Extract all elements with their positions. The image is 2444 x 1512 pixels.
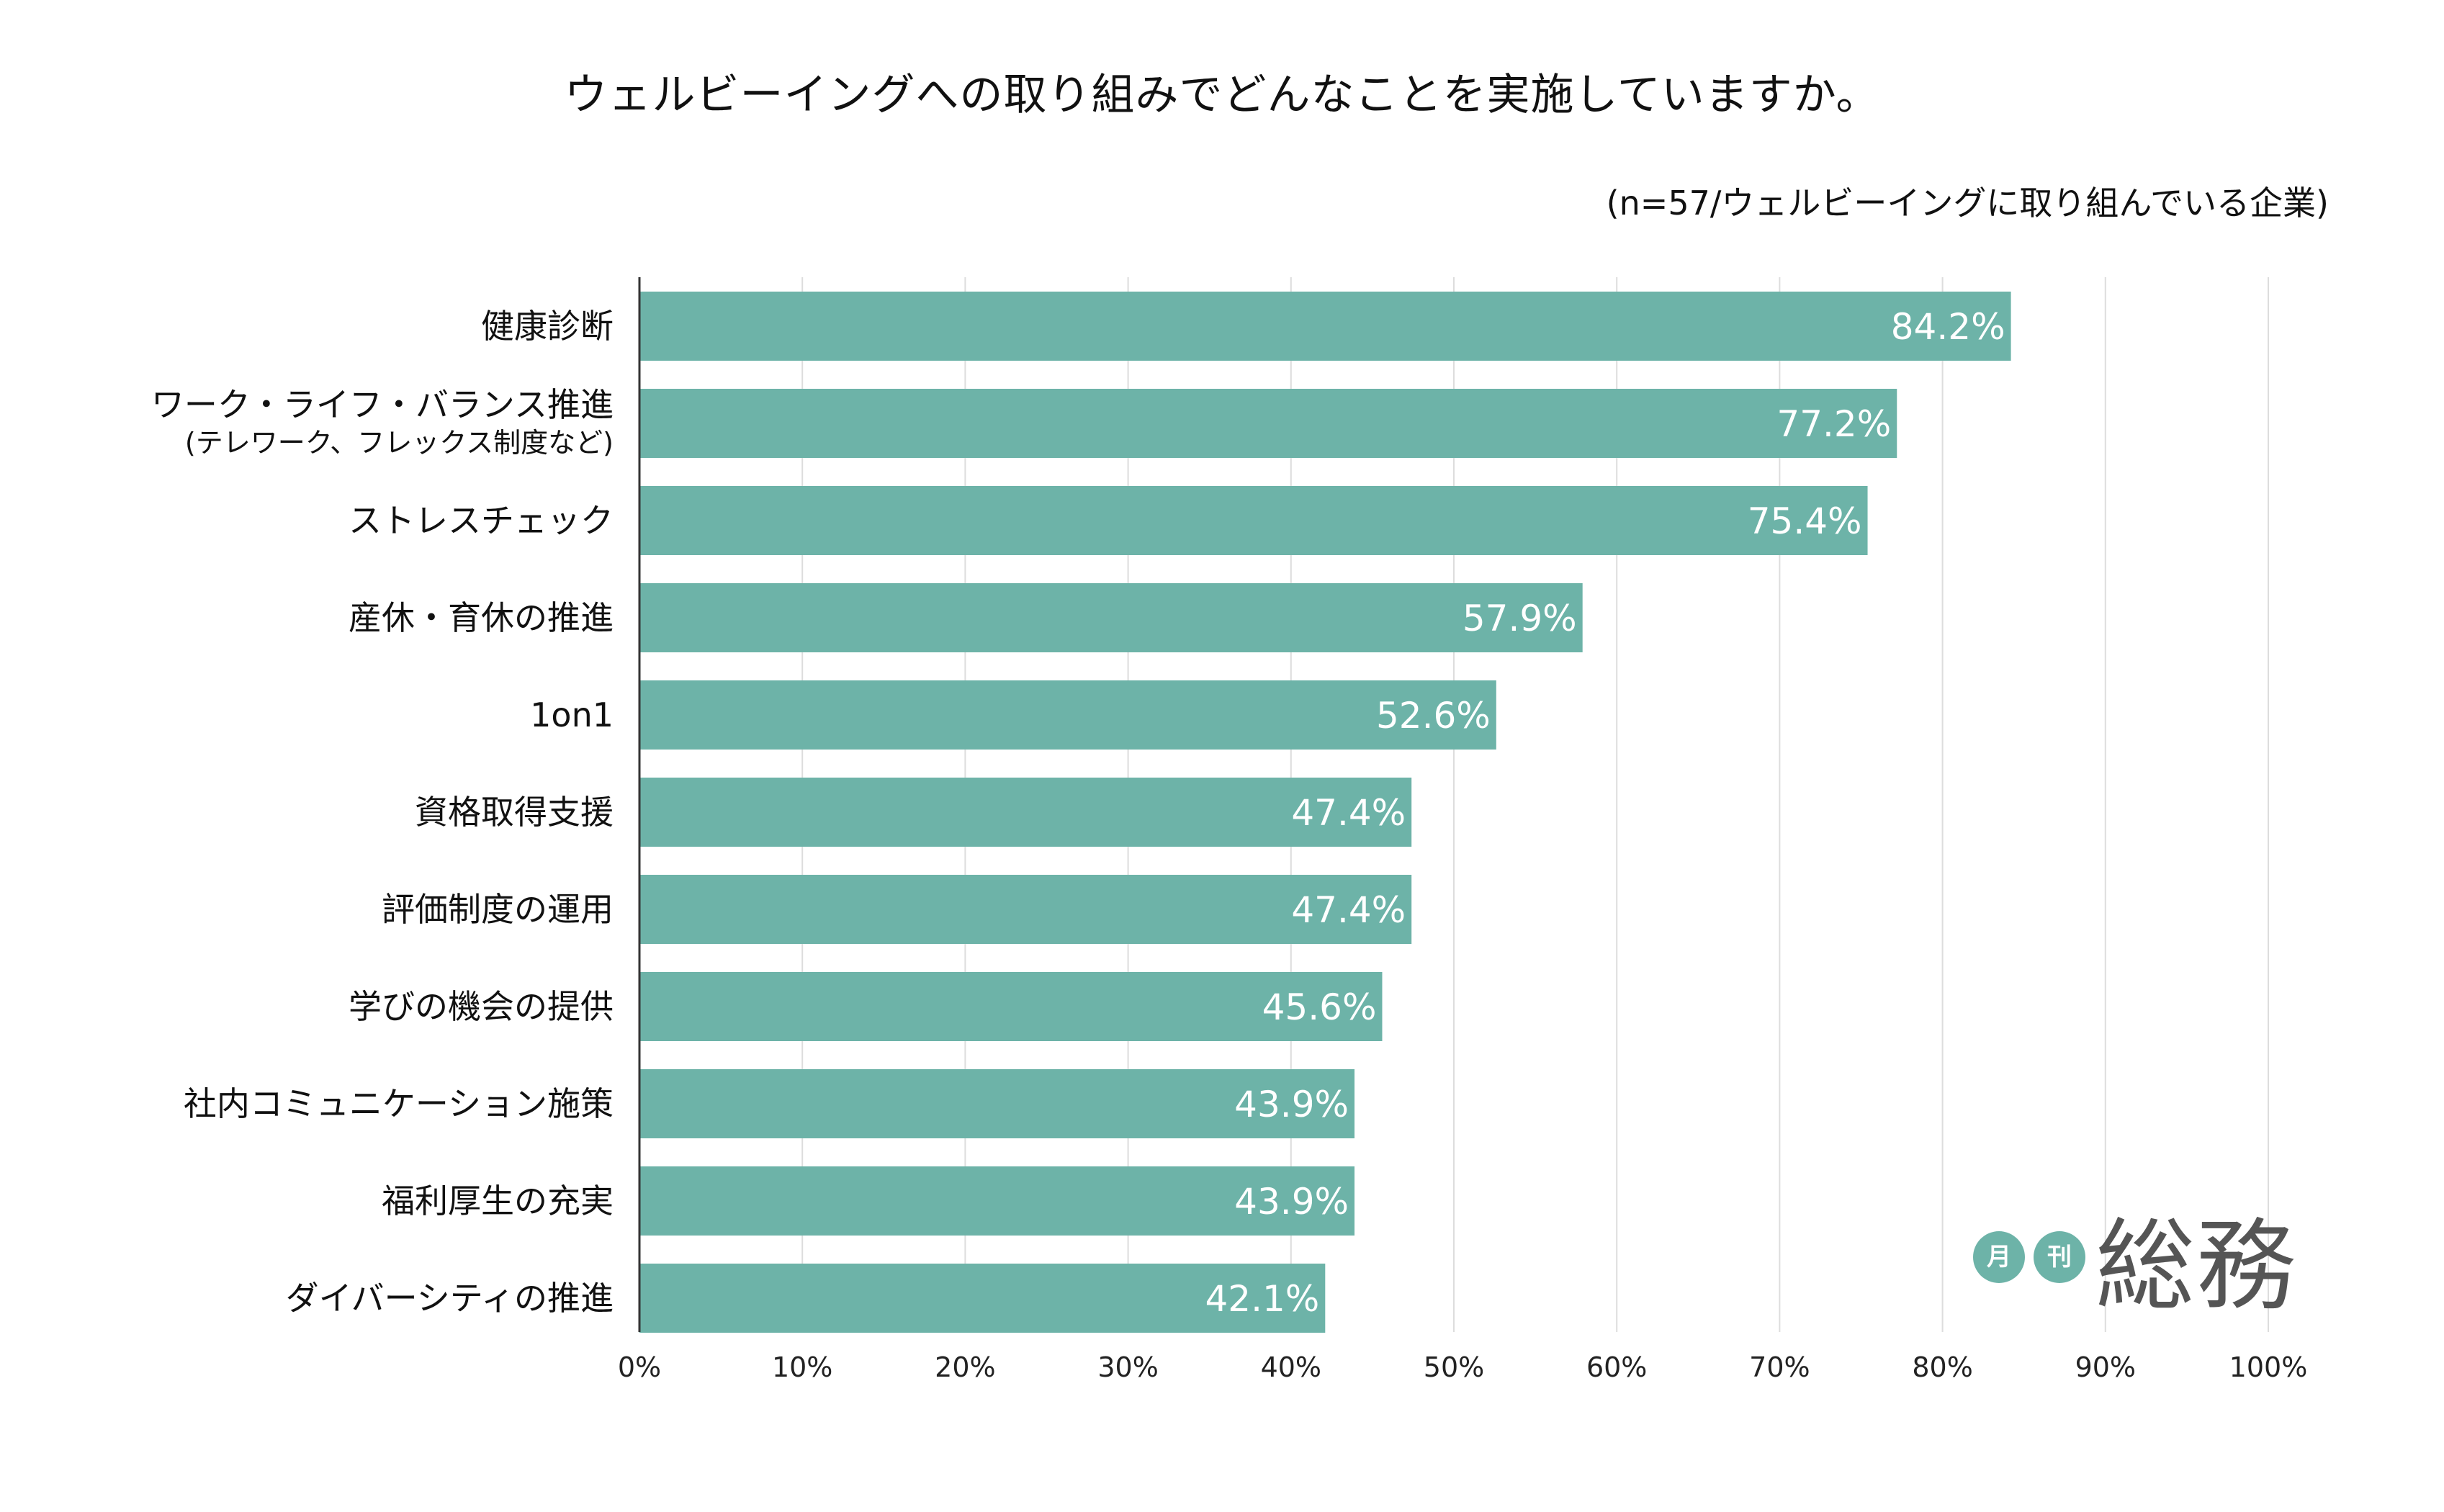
bar — [639, 680, 1496, 750]
x-tick-label: 30% — [1097, 1351, 1158, 1383]
bar — [639, 292, 2011, 361]
value-labels: 84.2% 77.2% 75.4% 57.9% 52.6% 47.4% 47.4% 45.6%… — [1205, 306, 2005, 1320]
bar — [639, 486, 1868, 555]
bar — [639, 972, 1383, 1041]
x-tick-label: 60% — [1586, 1351, 1647, 1383]
bar — [639, 778, 1412, 847]
logo-wordmark: 総務 — [2095, 1208, 2298, 1324]
chart-title: ウェルビーイングへの取り組みでどんなことを実施していますか。 — [564, 70, 1880, 120]
category-label: 学びの機会の提供 — [349, 987, 614, 1026]
x-tick-label: 40% — [1261, 1351, 1321, 1383]
bar — [639, 875, 1412, 944]
x-tick-label: 0% — [618, 1351, 661, 1383]
bar — [639, 1166, 1355, 1236]
x-tick-label: 70% — [1749, 1351, 1810, 1383]
value-label: 75.4% — [1748, 500, 1862, 542]
value-label: 52.6% — [1376, 695, 1491, 737]
x-tick-label: 90% — [2075, 1351, 2136, 1383]
logo-badge-kan: 刊 — [2034, 1231, 2085, 1283]
logo-badge-tsuki: 月 — [1973, 1231, 2025, 1283]
category-label: ダイバーシティの推進 — [286, 1279, 614, 1318]
category-label: 1on1 — [530, 696, 614, 734]
value-label: 77.2% — [1776, 403, 1891, 445]
value-label: 43.9% — [1234, 1084, 1349, 1125]
chart-subtitle: (n=57/ウェルビーイングに取り組んでいる企業) — [1606, 184, 2329, 222]
bar — [639, 1264, 1326, 1333]
category-sublabel: (テレワーク、フレックス制度など) — [185, 427, 614, 459]
value-label: 42.1% — [1205, 1278, 1319, 1320]
value-label: 57.9% — [1463, 598, 1577, 639]
category-label: 資格取得支援 — [415, 793, 614, 832]
gekkan-soumu-logo: 月 刊 総務 — [1973, 1212, 2296, 1320]
value-label: 43.9% — [1234, 1181, 1349, 1223]
x-tick-label: 80% — [1912, 1351, 1972, 1383]
bar — [639, 583, 1583, 652]
x-tick-label: 10% — [772, 1351, 832, 1383]
x-tick-labels: 0% 10% 20% 30% 40% 50% 60% 70% 80% 90% 100% — [618, 1351, 2307, 1383]
bars — [639, 292, 2011, 1333]
category-label: ストレスチェック — [349, 501, 614, 540]
category-label: 評価制度の運用 — [382, 890, 614, 929]
category-label: ワーク・ライフ・バランス推進 — [151, 385, 614, 424]
category-label: 社内コミュニケーション施策 — [184, 1084, 614, 1123]
x-tick-label: 20% — [935, 1351, 995, 1383]
x-tick-label: 100% — [2229, 1351, 2308, 1383]
value-label: 47.4% — [1291, 792, 1406, 834]
x-tick-label: 50% — [1424, 1351, 1484, 1383]
value-label: 84.2% — [1891, 306, 2005, 348]
category-label: 産休・育休の推進 — [349, 598, 614, 637]
bar — [639, 1069, 1355, 1138]
value-label: 47.4% — [1291, 889, 1406, 931]
category-label: 福利厚生の充実 — [382, 1182, 614, 1220]
category-label: 健康診断 — [481, 307, 614, 346]
value-label: 45.6% — [1262, 986, 1377, 1028]
bar — [639, 389, 1897, 458]
